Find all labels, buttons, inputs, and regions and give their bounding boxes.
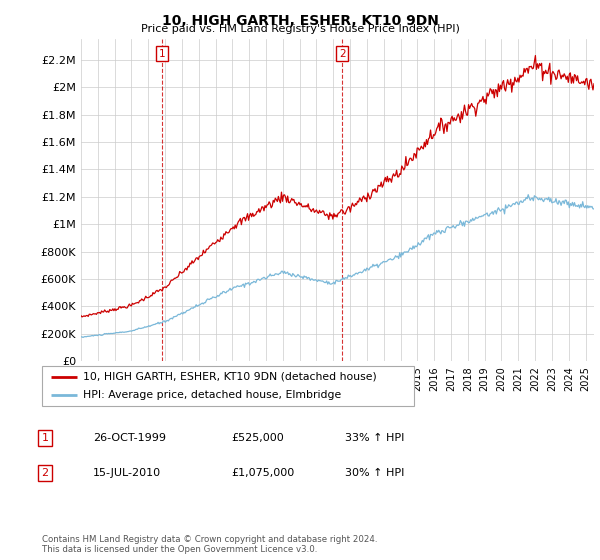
Text: 1: 1 [159, 49, 166, 59]
Text: 10, HIGH GARTH, ESHER, KT10 9DN (detached house): 10, HIGH GARTH, ESHER, KT10 9DN (detache… [83, 372, 377, 381]
Text: 2: 2 [41, 468, 49, 478]
Text: HPI: Average price, detached house, Elmbridge: HPI: Average price, detached house, Elmb… [83, 390, 341, 400]
Text: £1,075,000: £1,075,000 [231, 468, 294, 478]
Text: 10, HIGH GARTH, ESHER, KT10 9DN: 10, HIGH GARTH, ESHER, KT10 9DN [161, 14, 439, 28]
Text: 1: 1 [41, 433, 49, 443]
Text: 2: 2 [339, 49, 346, 59]
Text: 33% ↑ HPI: 33% ↑ HPI [345, 433, 404, 443]
FancyBboxPatch shape [42, 366, 414, 406]
Text: Price paid vs. HM Land Registry's House Price Index (HPI): Price paid vs. HM Land Registry's House … [140, 24, 460, 34]
Text: 30% ↑ HPI: 30% ↑ HPI [345, 468, 404, 478]
Text: Contains HM Land Registry data © Crown copyright and database right 2024.
This d: Contains HM Land Registry data © Crown c… [42, 535, 377, 554]
Text: 26-OCT-1999: 26-OCT-1999 [93, 433, 166, 443]
Text: £525,000: £525,000 [231, 433, 284, 443]
Text: 15-JUL-2010: 15-JUL-2010 [93, 468, 161, 478]
